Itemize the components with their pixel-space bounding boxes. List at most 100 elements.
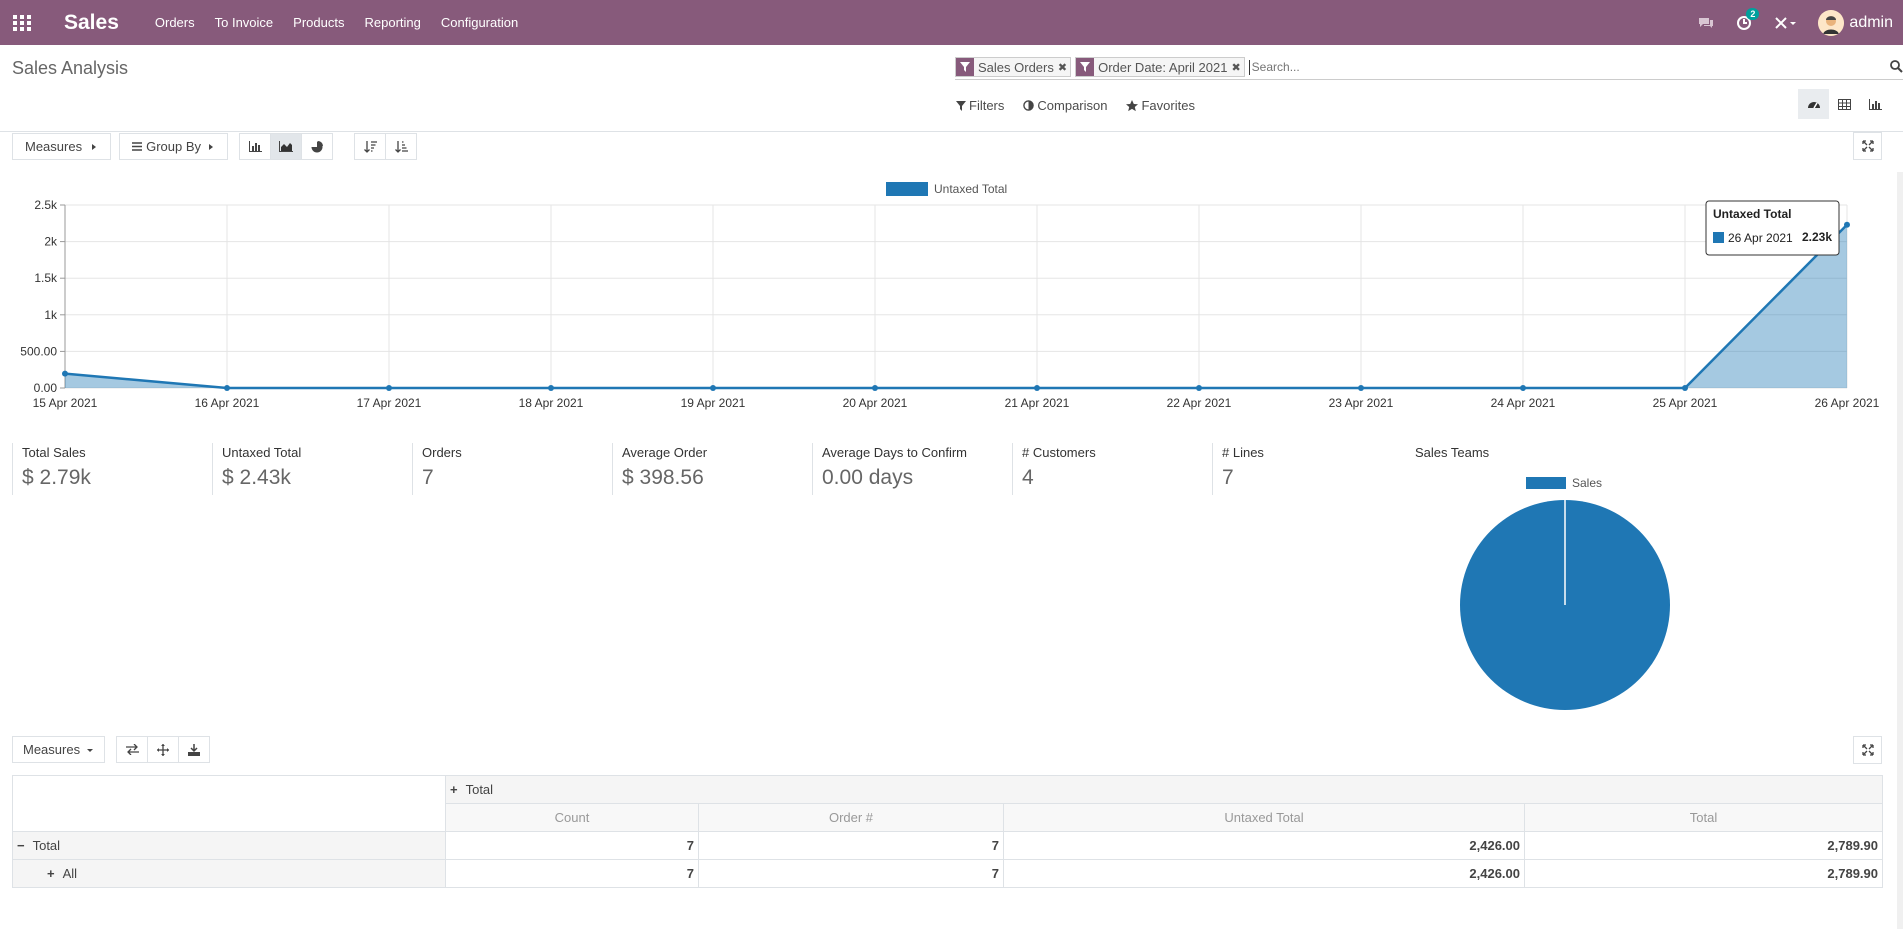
kpi-label: Average Order (622, 445, 708, 460)
chat-icon[interactable] (1698, 16, 1714, 30)
favorites-button[interactable]: Favorites (1126, 98, 1195, 113)
facet-remove-icon[interactable]: ✖ (1231, 61, 1241, 74)
pie-svg: Sales (1460, 476, 1670, 710)
bar-chart-button[interactable] (239, 133, 271, 160)
pivot-corner (12, 775, 446, 832)
row-label: All (62, 866, 78, 881)
bar-chart-icon (1869, 98, 1882, 110)
page-title: Sales Analysis (12, 58, 129, 78)
download-button[interactable] (178, 736, 211, 763)
kpi-customers[interactable]: # Customers 4 (1012, 443, 1212, 495)
measure-header-order[interactable]: Order # (698, 803, 1004, 832)
col-header-label: Total (465, 782, 494, 797)
filters-button[interactable]: Filters (956, 98, 1004, 113)
kpi-total-sales[interactable]: Total Sales $ 2.79k (12, 443, 212, 495)
groupby-dropdown[interactable]: Group By (119, 133, 228, 160)
cell-value[interactable]: 2,789.90 (1524, 831, 1883, 860)
debug-tools-icon[interactable] (1774, 16, 1797, 30)
control-panel: Sales Analysis Sales Orders ✖ Order Date… (0, 45, 1903, 132)
sort-ascending-button[interactable] (385, 133, 417, 160)
y-tick-label: 0.00 (34, 381, 58, 395)
measure-header-count[interactable]: Count (445, 803, 699, 832)
kpi-row: Total Sales $ 2.79k Untaxed Total $ 2.43… (12, 443, 1412, 495)
activity-icon[interactable]: 2 (1736, 7, 1760, 31)
cell-value[interactable]: 7 (698, 859, 1004, 888)
expand-all-button[interactable] (147, 736, 180, 763)
tooltip-box (1705, 200, 1840, 256)
pivot-col-header-total[interactable]: + Total (445, 775, 1883, 804)
sort-group (354, 133, 417, 160)
x-tick-label: 17 Apr 2021 (357, 396, 422, 410)
x-tick-label: 22 Apr 2021 (1167, 396, 1232, 410)
data-point (1682, 385, 1688, 391)
menu-reporting[interactable]: Reporting (364, 15, 421, 30)
caret-right-icon (209, 143, 213, 150)
cell-value[interactable]: 7 (698, 831, 1004, 860)
arrows-icon (157, 743, 170, 756)
table-row: − Total 7 7 2,426.00 2,789.90 (12, 831, 1883, 860)
x-tick-label: 18 Apr 2021 (519, 396, 584, 410)
kpi-untaxed-total[interactable]: Untaxed Total $ 2.43k (212, 443, 412, 495)
sort-descending-button[interactable] (354, 133, 386, 160)
legend-label: Untaxed Total (934, 182, 1007, 196)
plus-icon: + (47, 866, 55, 881)
measures-dropdown[interactable]: Measures (12, 133, 112, 160)
pivot-expand-button[interactable] (1853, 736, 1882, 764)
measure-header-total[interactable]: Total (1524, 803, 1883, 832)
star-icon (1126, 99, 1139, 111)
cell-value[interactable]: 2,789.90 (1524, 859, 1883, 888)
pivot-view-button[interactable] (1829, 89, 1860, 119)
menu-to-invoice[interactable]: To Invoice (214, 15, 274, 30)
cell-value[interactable]: 7 (445, 831, 699, 860)
graph-view-button[interactable] (1860, 89, 1891, 119)
data-point (548, 385, 554, 391)
apps-menu-icon[interactable] (2, 0, 42, 45)
comparison-button[interactable]: Comparison (1023, 98, 1107, 113)
tooltip-label: 26 Apr 2021 (1728, 231, 1793, 245)
kpi-average-order[interactable]: Average Order $ 398.56 (612, 443, 812, 495)
sort-asc-icon (394, 140, 408, 153)
bars-icon (132, 142, 143, 151)
kpi-lines[interactable]: # Lines 7 (1212, 443, 1412, 495)
data-point (224, 385, 230, 391)
menu-orders[interactable]: Orders (154, 15, 195, 30)
favorites-label: Favorites (1141, 98, 1195, 113)
row-header-all[interactable]: + All (12, 859, 446, 888)
user-menu[interactable]: admin (1818, 9, 1893, 36)
measure-header-untaxed-total[interactable]: Untaxed Total (1003, 803, 1525, 832)
scrollbar[interactable] (1897, 172, 1903, 929)
kpi-value: 0.00 days (822, 466, 914, 489)
search-bar: Sales Orders ✖ Order Date: April 2021 ✖ (955, 55, 1903, 80)
x-tick-label: 16 Apr 2021 (195, 396, 260, 410)
menu-products[interactable]: Products (293, 15, 345, 30)
facet-sales-orders: Sales Orders ✖ (955, 57, 1072, 77)
row-header-total[interactable]: − Total (12, 831, 446, 860)
search-icon[interactable] (1890, 60, 1903, 76)
app-brand[interactable]: Sales (64, 10, 119, 34)
caret-right-icon (92, 143, 97, 150)
dashboard-view-button[interactable] (1798, 89, 1829, 119)
search-input[interactable] (1248, 59, 1903, 75)
pivot-measures-dropdown[interactable]: Measures (12, 736, 106, 763)
kpi-orders[interactable]: Orders 7 (412, 443, 612, 495)
series-area (65, 224, 1847, 388)
facet-remove-icon[interactable]: ✖ (1057, 61, 1068, 74)
line-chart-button[interactable] (270, 133, 302, 160)
exchange-icon (125, 744, 139, 755)
table-row: + All 7 7 2,426.00 2,789.90 (12, 859, 1883, 888)
x-tick-label: 25 Apr 2021 (1653, 396, 1718, 410)
cell-value[interactable]: 7 (445, 859, 699, 888)
kpi-average-days-to-confirm[interactable]: Average Days to Confirm 0.00 days (812, 443, 1012, 495)
y-tick-label: 2.5k (34, 198, 58, 212)
flip-axis-button[interactable] (116, 736, 149, 763)
kpi-value: $ 2.79k (22, 466, 91, 489)
filter-icon (956, 100, 966, 111)
tooltip-value: 2.23k (1802, 230, 1832, 244)
y-tick-label: 1.5k (34, 271, 58, 285)
tooltip-swatch (1713, 232, 1724, 243)
menu-configuration[interactable]: Configuration (440, 15, 519, 30)
graph-expand-button[interactable] (1853, 132, 1882, 160)
pie-chart-button[interactable] (301, 133, 333, 160)
cell-value[interactable]: 2,426.00 (1003, 859, 1525, 888)
cell-value[interactable]: 2,426.00 (1003, 831, 1525, 860)
